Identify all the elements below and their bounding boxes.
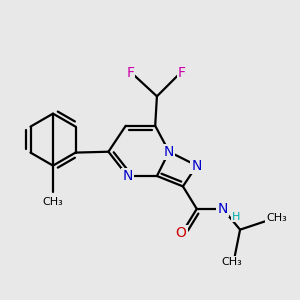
- Text: N: N: [218, 202, 228, 216]
- Text: N: N: [192, 159, 202, 172]
- Text: H: H: [232, 212, 240, 221]
- Text: CH₃: CH₃: [266, 212, 287, 223]
- Text: F: F: [178, 66, 186, 80]
- Text: N: N: [122, 169, 133, 183]
- Text: F: F: [126, 66, 134, 80]
- Text: CH₃: CH₃: [43, 197, 63, 207]
- Text: N: N: [164, 145, 174, 159]
- Text: CH₃: CH₃: [221, 257, 242, 267]
- Text: O: O: [176, 226, 187, 240]
